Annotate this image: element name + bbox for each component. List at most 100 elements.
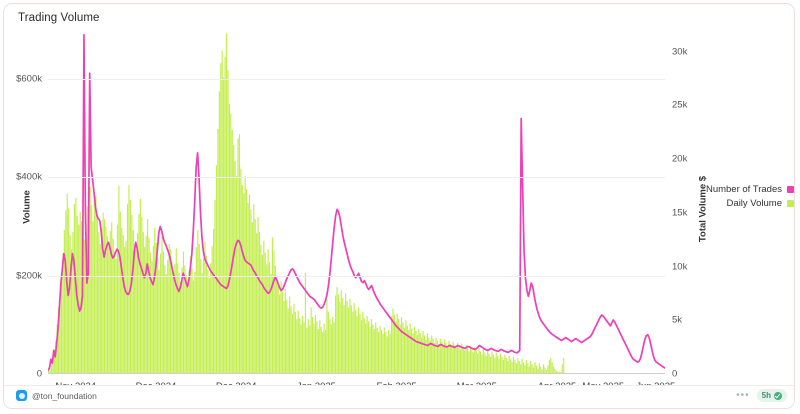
bar xyxy=(260,245,262,374)
bar xyxy=(415,331,417,374)
bar xyxy=(525,360,527,374)
bar xyxy=(350,305,352,374)
bar xyxy=(102,212,104,374)
bar xyxy=(194,271,196,374)
bar xyxy=(530,361,532,374)
bar xyxy=(167,260,169,374)
bar xyxy=(475,350,477,374)
bar xyxy=(508,355,510,374)
bar xyxy=(115,258,117,374)
bar xyxy=(72,232,74,374)
bar xyxy=(320,326,322,374)
bar xyxy=(128,184,130,374)
bar xyxy=(310,307,312,374)
legend-item[interactable]: Daily Volume xyxy=(710,196,794,210)
bar xyxy=(56,324,58,374)
bar xyxy=(524,365,526,374)
bar xyxy=(322,332,324,374)
bar xyxy=(370,319,373,374)
bar xyxy=(126,204,129,374)
bar xyxy=(243,193,245,374)
bar xyxy=(49,369,51,374)
bar xyxy=(136,233,139,374)
bar xyxy=(540,366,542,374)
bar xyxy=(522,362,525,374)
bar xyxy=(197,229,199,374)
bar xyxy=(487,350,489,374)
bar xyxy=(547,365,549,374)
bar xyxy=(114,251,116,374)
bar xyxy=(192,280,195,374)
bar xyxy=(244,176,246,374)
y-axis-tick-right: 25k xyxy=(672,99,688,111)
bar xyxy=(283,300,285,374)
bar xyxy=(48,370,50,374)
bar xyxy=(63,229,65,374)
bar xyxy=(372,324,374,374)
bar xyxy=(99,243,101,374)
bar xyxy=(60,276,63,374)
bar xyxy=(296,319,298,374)
bar xyxy=(306,327,308,374)
bar xyxy=(551,362,553,374)
bar xyxy=(360,320,362,374)
bar xyxy=(342,297,344,374)
bar xyxy=(202,257,205,374)
bar xyxy=(339,301,341,374)
y-axis-tick-left: $400k xyxy=(16,171,42,183)
bar xyxy=(439,338,441,374)
bar xyxy=(520,364,522,374)
bar xyxy=(155,242,157,374)
app-icon xyxy=(16,390,27,401)
bar xyxy=(235,176,238,374)
status-badge[interactable]: 5h xyxy=(756,389,787,402)
bar xyxy=(210,263,212,374)
bar xyxy=(485,355,487,374)
bar xyxy=(91,205,93,374)
bar xyxy=(83,239,86,374)
bar xyxy=(73,204,76,374)
bar xyxy=(548,360,550,374)
bar xyxy=(472,352,474,374)
bar xyxy=(474,347,476,374)
bar xyxy=(319,320,321,374)
bar xyxy=(425,339,427,374)
bar xyxy=(135,250,137,374)
bar xyxy=(101,227,103,374)
bar xyxy=(105,226,107,374)
bar xyxy=(382,334,384,374)
bar xyxy=(234,161,236,374)
bar xyxy=(139,198,142,374)
bar xyxy=(169,249,172,374)
bar xyxy=(442,344,444,374)
bar xyxy=(541,369,543,374)
bar xyxy=(455,348,457,374)
bar xyxy=(396,313,398,374)
bar xyxy=(403,327,406,374)
bar xyxy=(385,332,387,374)
bar xyxy=(289,296,291,374)
bar xyxy=(159,253,162,374)
bar xyxy=(175,248,177,374)
bar xyxy=(230,113,232,374)
bar xyxy=(352,311,354,374)
legend-item[interactable]: Number of Trades xyxy=(706,182,794,196)
more-options-icon[interactable]: ••• xyxy=(736,389,750,401)
bar xyxy=(501,356,503,374)
bar xyxy=(512,356,515,374)
bar xyxy=(149,252,152,374)
bar xyxy=(122,235,124,374)
bar xyxy=(121,227,123,374)
bar xyxy=(93,203,96,374)
bar xyxy=(224,56,226,374)
bar xyxy=(395,321,397,374)
author-handle[interactable]: @ton_foundation xyxy=(16,390,97,401)
bar xyxy=(357,307,360,374)
bar xyxy=(312,317,314,374)
bar xyxy=(446,346,449,374)
bar xyxy=(398,319,400,374)
bar xyxy=(505,357,507,374)
bar xyxy=(558,371,560,374)
bar xyxy=(362,311,364,374)
bar xyxy=(435,337,437,374)
